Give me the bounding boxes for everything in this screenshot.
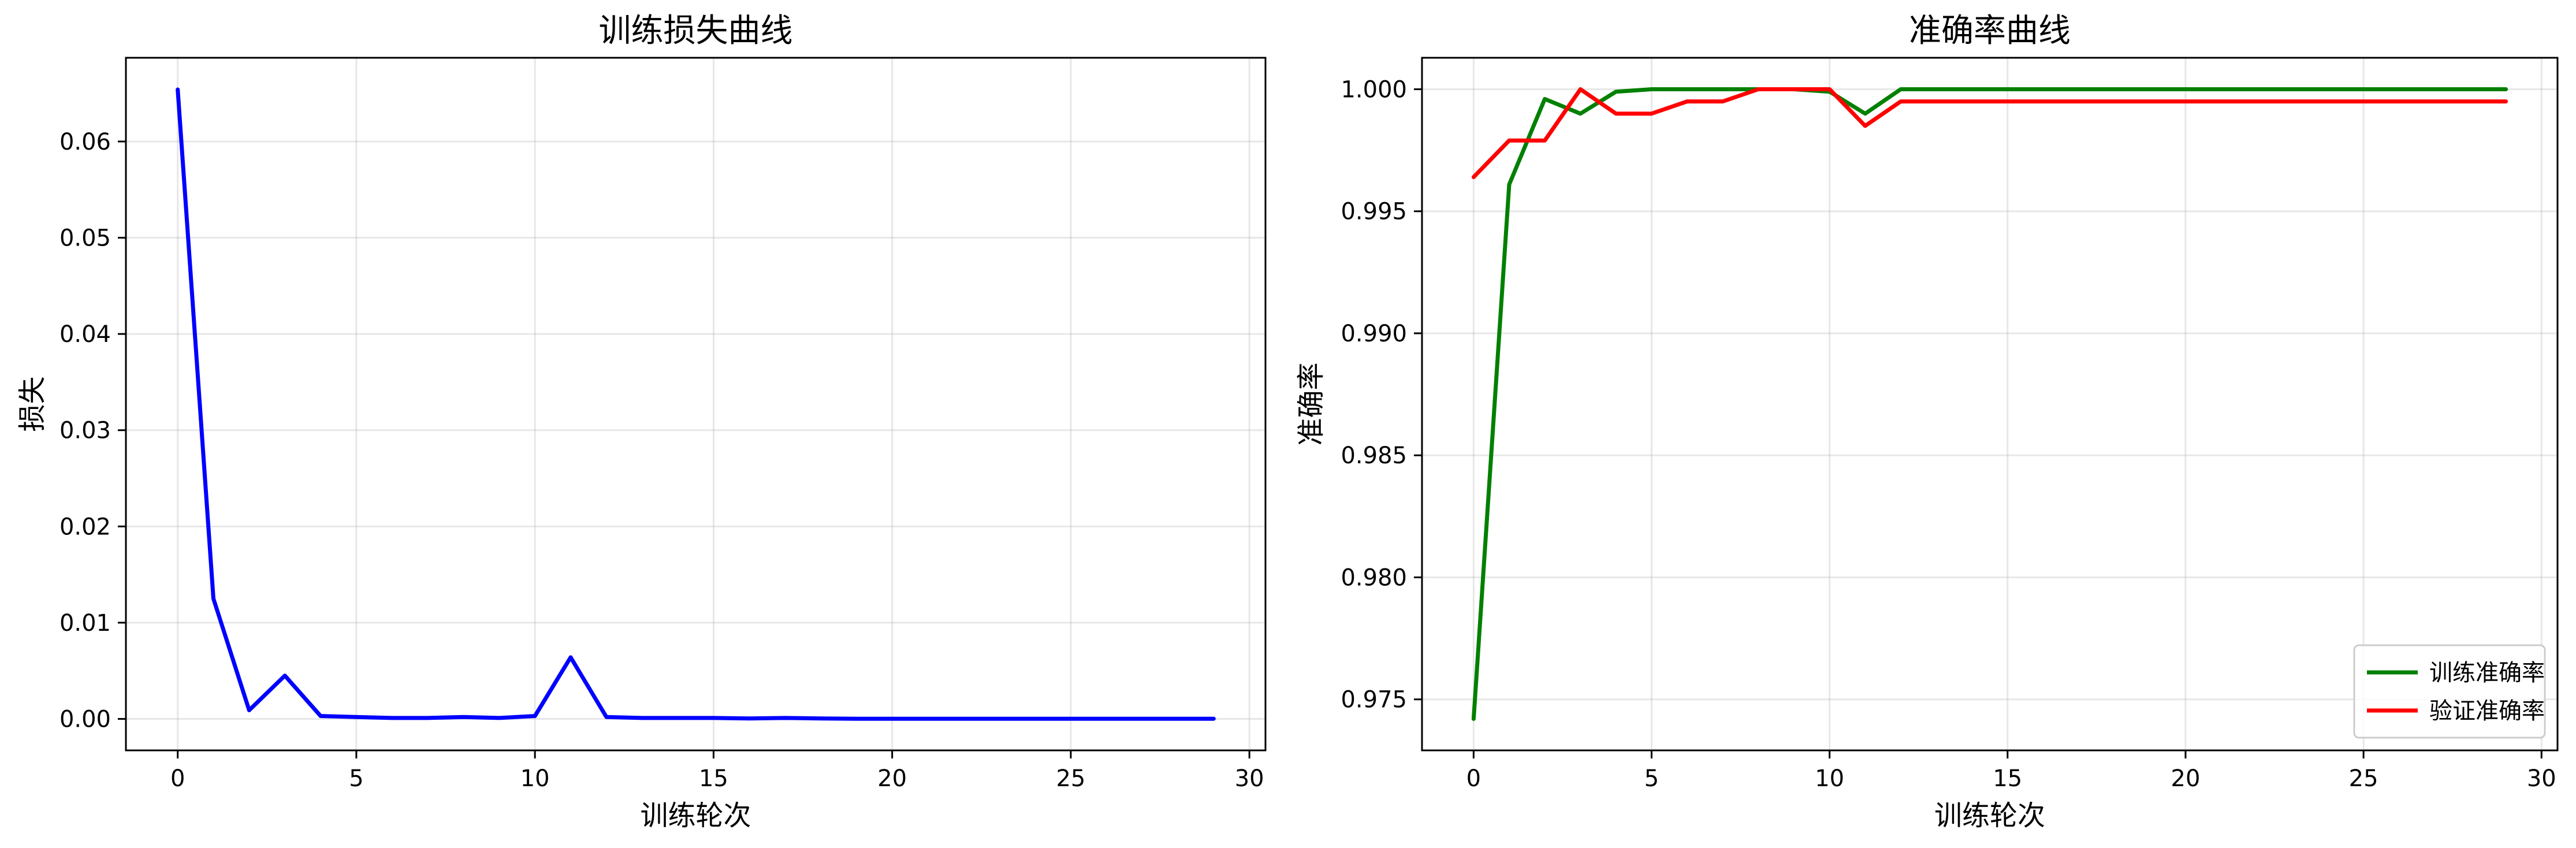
- y-tick-label: 0.985: [1341, 442, 1407, 469]
- x-tick-label: 30: [1235, 765, 1264, 792]
- legend-label: 训练准确率: [2429, 660, 2545, 686]
- series-line-1: [1471, 87, 2508, 180]
- y-tick-label: 0.03: [59, 418, 111, 444]
- x-axis-label: 训练轮次: [640, 799, 751, 832]
- y-tick-label: 0.00: [59, 706, 111, 733]
- x-tick-label: 10: [520, 765, 550, 792]
- x-tick-label: 20: [877, 765, 907, 792]
- y-tick-label: 0.01: [59, 610, 111, 637]
- chart-title: 准确率曲线: [1909, 12, 2071, 50]
- plot-frame: [1421, 57, 2559, 752]
- x-tick-label: 25: [1056, 765, 1085, 792]
- x-tick-label: 0: [1466, 765, 1481, 792]
- y-tick-label: 0.05: [59, 225, 111, 252]
- x-tick-label: 5: [1644, 765, 1659, 792]
- y-tick-label: 0.995: [1341, 199, 1407, 225]
- y-tick-label: 0.980: [1341, 564, 1407, 591]
- x-tick-label: 10: [1815, 765, 1844, 792]
- x-tick-label: 30: [2527, 765, 2556, 792]
- y-axis-label: 准确率: [1295, 362, 1327, 445]
- legend-label: 验证准确率: [2429, 698, 2545, 724]
- series-line-0: [1471, 87, 2508, 721]
- chart-title: 训练损失曲线: [599, 12, 793, 50]
- subplot-accuracy: 0 5 10 15 20 25 30 0.975 0.980 0.985 0.990 0.995 1.0…: [1295, 12, 2559, 832]
- x-tick-label: 0: [170, 765, 185, 792]
- y-tick-label: 1.000: [1341, 77, 1407, 103]
- x-axis-label: 训练轮次: [1934, 799, 2045, 832]
- x-tick-label: 5: [349, 765, 363, 792]
- x-tick-label: 15: [1993, 765, 2022, 792]
- y-tick-label: 0.975: [1341, 687, 1407, 713]
- x-tick-label: 15: [699, 765, 728, 792]
- x-tick-label: 20: [2171, 765, 2201, 792]
- y-tick-label: 0.06: [59, 129, 111, 155]
- y-axis-label: 损失: [16, 376, 49, 432]
- y-tick-label: 0.04: [59, 321, 111, 348]
- plot-frame: [125, 57, 1267, 752]
- y-tick-label: 0.02: [59, 514, 111, 540]
- x-tick-label: 25: [2349, 765, 2378, 792]
- y-tick-label: 0.990: [1341, 321, 1407, 347]
- legend-box: [2353, 644, 2546, 739]
- series-line-0: [176, 87, 1216, 721]
- subplot-loss: 0 5 10 15 20 25 30 0.00 0.01 0.02 0.03 0.04 0.05 0.06…: [16, 12, 1267, 832]
